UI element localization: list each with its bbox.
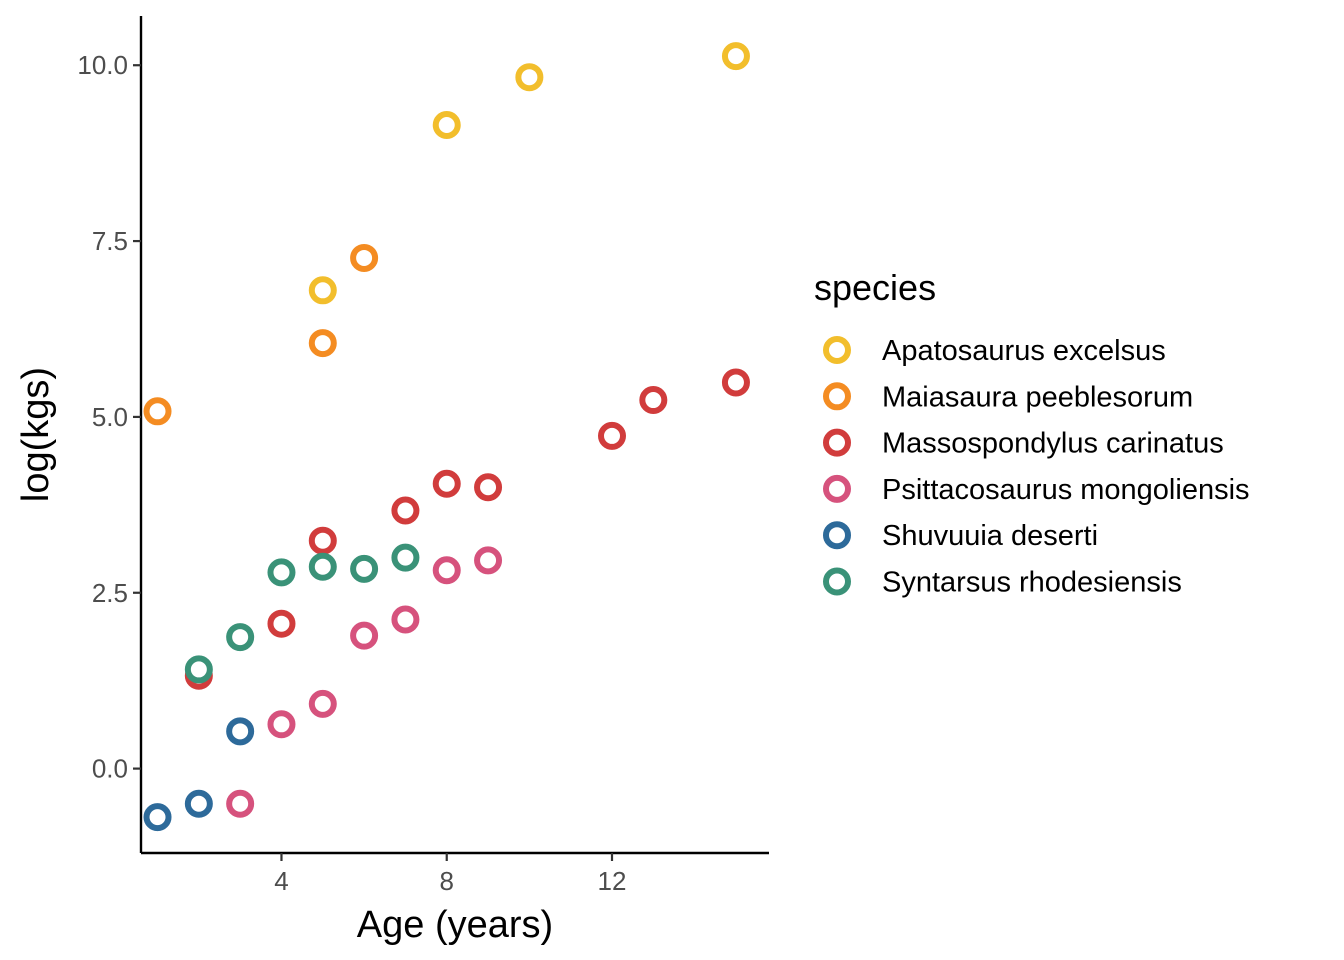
data-point: [350, 621, 379, 650]
legend-key: [823, 474, 851, 503]
data-point: [143, 803, 172, 832]
legend-key: [823, 567, 851, 596]
data-point: [350, 554, 379, 583]
data-point: [432, 469, 461, 498]
data-point: [184, 655, 213, 684]
legend: species Apatosaurus excelsus Maiasaura pe…: [814, 267, 1250, 599]
y-tick-label: 5.0: [92, 402, 128, 432]
legend-title: species: [814, 267, 936, 308]
legend-label: Shuvuuia deserti: [882, 520, 1098, 552]
data-point: [391, 543, 420, 572]
x-tick-label: 4: [274, 866, 288, 896]
data-point: [308, 276, 337, 305]
data-point: [432, 111, 461, 140]
data-point: [308, 552, 337, 581]
x-tick-label: 8: [440, 866, 454, 896]
data-point: [267, 609, 296, 638]
data-point: [226, 789, 255, 818]
y-axis-title: log(kgs): [15, 367, 57, 502]
legend-key: [823, 336, 851, 364]
legend-label: Maiasaura peeblesorum: [882, 381, 1193, 413]
legend-key: [823, 521, 851, 550]
data-point: [391, 605, 420, 634]
data-point: [143, 397, 172, 426]
data-point: [721, 42, 750, 71]
data-point: [308, 689, 337, 718]
legend-label: Apatosaurus excelsus: [882, 335, 1166, 367]
data-point: [391, 496, 420, 525]
data-point: [474, 546, 503, 575]
data-point: [226, 623, 255, 652]
data-point: [308, 329, 337, 358]
data-point: [721, 368, 750, 397]
legend-label: Massospondylus carinatus: [882, 428, 1224, 460]
legend-key: [823, 428, 851, 457]
data-point: [184, 789, 213, 818]
data-point: [432, 556, 461, 585]
legend-label: Psittacosaurus mongoliensis: [882, 474, 1250, 506]
data-point: [226, 717, 255, 746]
data-point: [267, 558, 296, 587]
y-tick-label: 10.0: [77, 50, 128, 80]
legend-key: [823, 382, 851, 411]
x-axis-title: Age (years): [357, 904, 553, 946]
data-point: [267, 710, 296, 739]
data-point: [474, 473, 503, 502]
legend-label: Syntarsus rhodesiensis: [882, 567, 1182, 599]
y-tick-label: 0.0: [92, 754, 128, 784]
data-point: [515, 63, 544, 92]
x-tick-label: 12: [598, 866, 627, 896]
x-axis-ticks: 4 8 12: [274, 853, 626, 896]
y-tick-label: 7.5: [92, 226, 128, 256]
data-point: [308, 526, 337, 555]
data-point: [639, 386, 668, 415]
y-axis-ticks: 0.0 2.5 5.0 7.5 10.0: [77, 50, 141, 784]
plot-area: [143, 42, 750, 832]
data-point: [350, 243, 379, 272]
data-point: [598, 421, 626, 450]
y-tick-label: 2.5: [92, 578, 128, 608]
